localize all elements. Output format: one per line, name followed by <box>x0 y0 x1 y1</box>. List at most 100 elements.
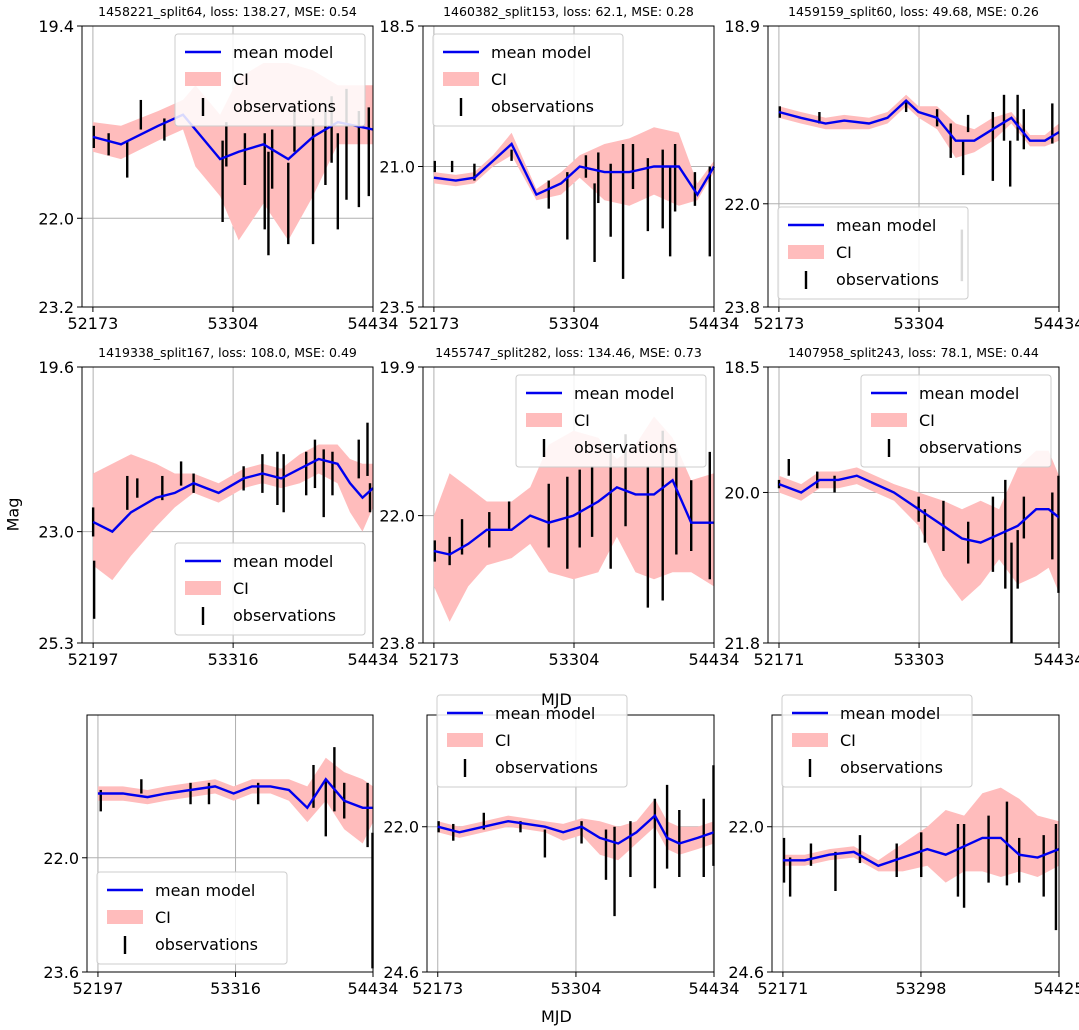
x-tick-label: 53316 <box>208 650 259 669</box>
ci-band <box>97 757 374 844</box>
panel-title: 1459159_split60, loss: 49.68, MSE: 0.26 <box>788 4 1039 19</box>
legend-model-label: mean model <box>574 384 674 403</box>
legend: mean model CI observations <box>174 542 366 636</box>
panel-title: 1455747_split282, loss: 134.46, MSE: 0.7… <box>435 345 702 360</box>
legend: mean model CI observations <box>777 206 969 300</box>
legend-obs-label: observations <box>574 438 677 457</box>
x-tick-label: 53304 <box>208 314 259 333</box>
ci-band <box>433 127 714 206</box>
panel-title: 1407958_split243, loss: 78.1, MSE: 0.44 <box>788 345 1039 360</box>
figure-xlabel-middle: MJD <box>541 690 572 709</box>
x-tick-label: 54425 <box>1034 979 1079 998</box>
legend-model-label: mean model <box>495 704 595 723</box>
mean-model-line <box>433 142 716 197</box>
x-tick-label: 54434 <box>689 650 740 669</box>
legend-ci-label: CI <box>233 579 249 598</box>
axes-frame <box>767 25 1060 308</box>
legend-obs-label: observations <box>491 97 594 116</box>
legend-ci-swatch <box>185 581 221 595</box>
panel-9: 52171 53298 54425 22.0 24.6 mean model CI obser… <box>728 694 1079 998</box>
x-tick-label: 54434 <box>689 314 740 333</box>
x-tick-label: 54434 <box>348 979 399 998</box>
y-tick-label: 23.0 <box>38 523 74 542</box>
mean-model-line <box>92 457 374 534</box>
y-tick-label: 25.3 <box>38 634 74 653</box>
y-tick-label: 22.0 <box>43 849 79 868</box>
legend-obs-label: observations <box>495 758 598 777</box>
y-tick-label: 23.8 <box>379 634 415 653</box>
ci-band <box>433 416 714 622</box>
y-tick-label: 22.0 <box>379 507 415 526</box>
axes-frame <box>81 366 374 644</box>
legend-model-label: mean model <box>233 552 333 571</box>
ci-band <box>778 94 1059 158</box>
legend-box <box>777 206 969 300</box>
y-tick-label: 21.0 <box>379 158 415 177</box>
panel-1: 52173 53304 54434 19.4 22.0 23.2 1458221_split… <box>38 4 398 333</box>
legend: mean model CI observations <box>174 33 366 127</box>
legend-model-label: mean model <box>840 704 940 723</box>
y-tick-label: 21.8 <box>724 634 760 653</box>
legend-ci-label: CI <box>919 411 935 430</box>
legend-model-label: mean model <box>491 43 591 62</box>
x-tick-label: 53304 <box>549 314 600 333</box>
mean-model-line <box>433 478 714 556</box>
panel-6: 52171 53303 54434 18.5 20.0 21.8 1407958_split… <box>724 345 1079 669</box>
x-tick-label: 52197 <box>68 650 119 669</box>
legend-ci-label: CI <box>491 70 507 89</box>
mean-model-line <box>437 813 715 845</box>
x-tick-label: 53304 <box>549 650 600 669</box>
mean-model-line <box>92 113 374 161</box>
axes-frame <box>81 25 374 308</box>
legend: mean model CI observations <box>781 694 973 788</box>
x-tick-label: 54434 <box>348 650 399 669</box>
panel-title: 1419338_split167, loss: 108.0, MSE: 0.49 <box>98 345 357 360</box>
legend-box <box>432 33 624 127</box>
legend: mean model CI observations <box>436 694 628 788</box>
legend-ci-label: CI <box>233 70 249 89</box>
y-tick-label: 22.0 <box>383 818 419 837</box>
x-tick-label: 52171 <box>757 979 808 998</box>
panel-2: 52173 53304 54434 18.5 21.0 23.5 1460382_split… <box>379 4 739 333</box>
legend-ci-label: CI <box>840 731 856 750</box>
legend-obs-label: observations <box>840 758 943 777</box>
legend-box <box>781 694 973 788</box>
x-tick-label: 53304 <box>894 314 945 333</box>
legend-box <box>436 694 628 788</box>
panel-4: 52197 53316 54434 19.6 23.0 25.3 1419338_split… <box>38 345 398 669</box>
x-tick-label: 54434 <box>689 979 740 998</box>
figure-ylabel: Mag <box>3 497 23 532</box>
x-tick-label: 54434 <box>348 314 399 333</box>
legend-obs-label: observations <box>233 606 336 625</box>
legend-ci-swatch <box>792 733 828 747</box>
legend-ci-label: CI <box>495 731 511 750</box>
y-tick-label: 22.0 <box>724 195 760 214</box>
y-tick-label: 18.5 <box>724 358 760 377</box>
legend-model-label: mean model <box>155 881 255 900</box>
legend-model-label: mean model <box>836 216 936 235</box>
legend-ci-swatch <box>447 733 483 747</box>
y-tick-label: 23.5 <box>379 298 415 317</box>
x-tick-label: 54434 <box>1034 314 1079 333</box>
legend-box <box>174 33 366 127</box>
ci-band <box>779 450 1059 602</box>
mean-model-line <box>97 777 373 810</box>
panel-3: 52173 53304 54434 18.9 22.0 23.8 1459159_split… <box>724 4 1079 333</box>
legend-box <box>174 542 366 636</box>
panel-title: 1460382_split153, loss: 62.1, MSE: 0.28 <box>443 4 694 19</box>
legend-box <box>515 374 707 468</box>
x-tick-label: 53303 <box>894 650 945 669</box>
panel-title: 1458221_split64, loss: 138.27, MSE: 0.54 <box>98 4 357 19</box>
legend-ci-swatch <box>526 413 562 427</box>
y-tick-label: 19.9 <box>379 358 415 377</box>
y-tick-label: 24.6 <box>728 963 764 982</box>
mean-model-line <box>782 836 1060 868</box>
panel-7: 52197 53316 54434 22.0 23.6 mean model CI obser… <box>43 714 399 998</box>
x-tick-label: 53316 <box>210 979 261 998</box>
y-tick-label: 18.5 <box>379 17 415 36</box>
mean-model-line <box>778 474 1060 544</box>
legend: mean model CI observations <box>860 374 1052 468</box>
y-tick-label: 20.0 <box>724 483 760 502</box>
legend: mean model CI observations <box>515 374 707 468</box>
